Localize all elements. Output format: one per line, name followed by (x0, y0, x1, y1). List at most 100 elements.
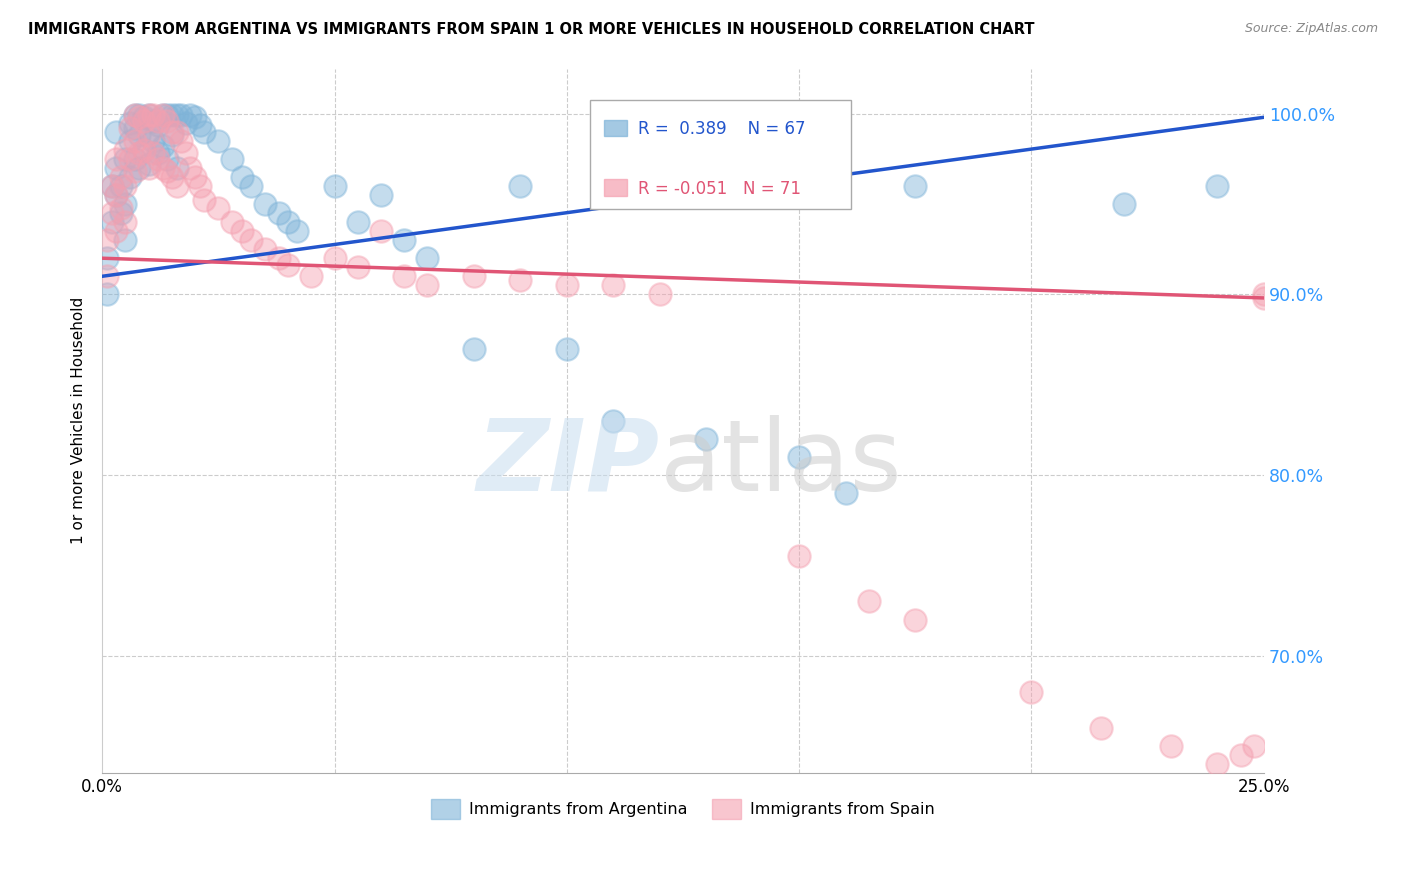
Point (120, 169, 142, 184)
Point (128, 128, 150, 143)
Point (105, 224, 128, 238)
Point (221, 152, 243, 166)
Point (100, 178, 122, 193)
Point (1206, 757, 1229, 772)
Point (114, 233, 136, 247)
Point (207, 134, 229, 148)
Point (152, 139, 174, 153)
Point (142, 134, 165, 148)
Point (120, 121, 142, 136)
Point (105, 125, 128, 139)
Point (96, 251, 118, 265)
Point (110, 169, 132, 184)
Point (114, 215, 136, 229)
Point (138, 161, 160, 175)
Point (509, 178, 531, 193)
Point (138, 108, 160, 122)
Point (463, 342, 485, 356)
Point (105, 161, 128, 175)
Point (128, 146, 150, 161)
Point (231, 169, 253, 184)
Point (267, 206, 290, 220)
Text: Source: ZipAtlas.com: Source: ZipAtlas.com (1244, 22, 1378, 36)
Point (146, 114, 169, 128)
Point (124, 108, 146, 122)
Text: IMMIGRANTS FROM ARGENTINA VS IMMIGRANTS FROM SPAIN 1 OR MORE VEHICLES IN HOUSEHO: IMMIGRANTS FROM ARGENTINA VS IMMIGRANTS … (28, 22, 1035, 37)
Point (166, 108, 188, 122)
Point (138, 108, 160, 122)
Point (160, 125, 183, 139)
Point (138, 125, 160, 139)
Point (96, 287, 118, 301)
Point (166, 125, 188, 139)
Point (128, 161, 150, 175)
Point (146, 152, 169, 166)
Point (105, 152, 128, 166)
Point (114, 143, 136, 157)
Point (142, 114, 165, 128)
Point (174, 116, 197, 130)
Point (184, 110, 207, 124)
Point (904, 613, 927, 627)
Point (463, 269, 485, 284)
Point (152, 108, 174, 122)
Point (416, 278, 439, 293)
FancyBboxPatch shape (605, 120, 627, 136)
Point (156, 108, 179, 122)
Point (231, 224, 253, 238)
Point (128, 110, 150, 124)
Point (370, 224, 392, 238)
Point (346, 260, 368, 275)
Point (124, 121, 146, 136)
Point (239, 178, 262, 193)
Point (207, 201, 229, 215)
Point (132, 143, 155, 157)
Point (152, 161, 174, 175)
Point (370, 188, 392, 202)
Point (114, 197, 136, 211)
Point (114, 152, 136, 166)
Point (96, 233, 118, 247)
Point (323, 251, 346, 265)
Point (184, 169, 207, 184)
Point (179, 161, 201, 175)
Point (1090, 721, 1112, 735)
Point (100, 206, 122, 220)
Point (858, 594, 880, 608)
Point (285, 224, 308, 238)
Point (100, 178, 122, 193)
Point (114, 178, 136, 193)
Point (787, 450, 810, 464)
Point (239, 233, 262, 247)
Point (193, 125, 215, 139)
Point (170, 134, 193, 148)
Point (299, 269, 322, 284)
Point (110, 178, 132, 193)
Point (120, 116, 142, 130)
Point (787, 549, 810, 564)
Point (96, 269, 118, 284)
Point (253, 242, 276, 256)
Point (277, 259, 299, 273)
Point (156, 164, 179, 178)
Point (124, 108, 146, 122)
Point (142, 146, 165, 161)
Point (124, 164, 146, 178)
Point (648, 287, 671, 301)
Point (124, 134, 146, 148)
Point (160, 128, 183, 143)
Point (156, 114, 179, 128)
Text: R =  0.389    N = 67: R = 0.389 N = 67 (638, 120, 806, 138)
Point (132, 110, 155, 124)
Point (105, 188, 128, 202)
Point (323, 178, 346, 193)
Point (1206, 178, 1229, 193)
Point (1243, 739, 1265, 753)
Point (179, 108, 201, 122)
Point (152, 108, 174, 122)
Text: atlas: atlas (659, 415, 901, 512)
Point (105, 188, 128, 202)
Point (193, 194, 215, 208)
Point (100, 215, 122, 229)
Point (156, 152, 179, 166)
